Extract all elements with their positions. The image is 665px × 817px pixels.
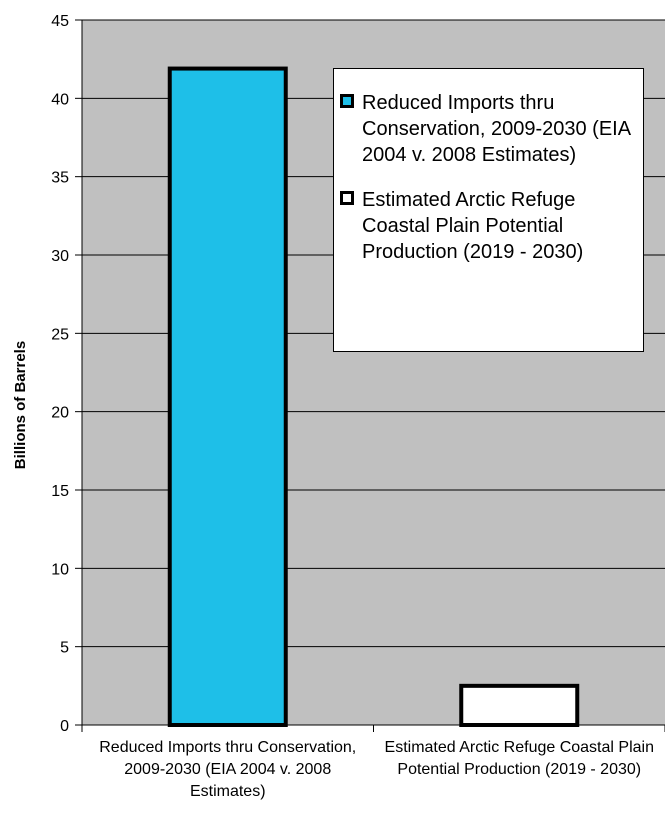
y-tick-label: 10 [51,561,69,578]
y-tick-label: 20 [51,405,69,422]
y-tick-label: 5 [60,640,69,657]
y-tick-label: 45 [51,13,69,30]
x-tick-label-reduced-imports: Reduced Imports thru Conservation, 2009-… [99,739,357,800]
legend: Reduced Imports thru Conservation, 2009-… [333,68,644,352]
x-tick-label-arctic-refuge: Estimated Arctic Refuge Coastal Plain Po… [384,739,654,778]
x-axis-ticks [81,725,665,732]
legend-item-arctic-refuge: Estimated Arctic Refuge Coastal Plain Po… [340,187,643,265]
y-axis-ticks: 0 5 10 15 20 25 30 35 40 45 [51,13,82,735]
bars [167,66,580,728]
legend-swatch-white [340,191,354,205]
y-tick-label: 40 [51,91,69,108]
y-tick-label: 25 [51,326,69,343]
legend-swatch-cyan [340,94,354,108]
y-tick-label: 35 [51,170,69,187]
legend-item-reduced-imports: Reduced Imports thru Conservation, 2009-… [340,90,643,168]
y-axis-label: Billions of Barrels [12,341,29,469]
y-tick-label: 15 [51,483,69,500]
legend-label: Reduced Imports thru Conservation, 2009-… [362,92,630,166]
legend-label: Estimated Arctic Refuge Coastal Plain Po… [362,189,584,263]
bar-arctic-refuge [459,683,580,727]
bar-reduced-imports [167,66,288,728]
y-tick-label: 0 [60,718,69,735]
y-tick-label: 30 [51,248,69,265]
